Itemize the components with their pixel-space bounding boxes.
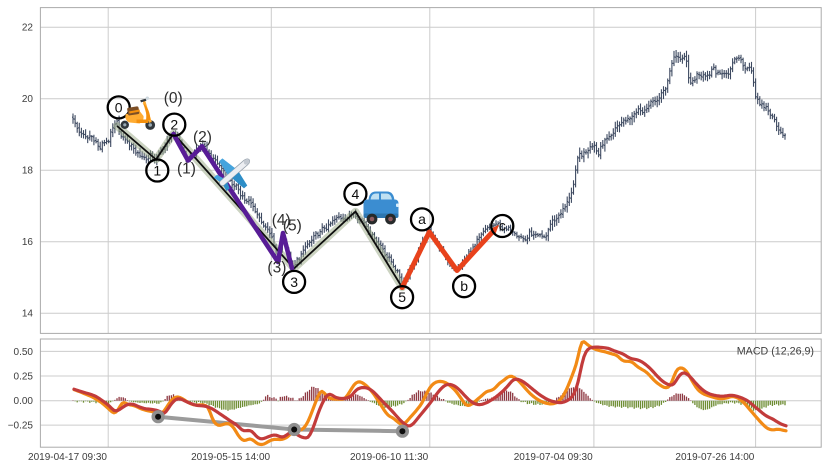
svg-text:2019-07-26 14:00: 2019-07-26 14:00 xyxy=(675,452,754,463)
svg-text:(0): (0) xyxy=(164,90,183,107)
svg-text:0: 0 xyxy=(115,99,123,115)
svg-text:2019-05-15 14:00: 2019-05-15 14:00 xyxy=(191,452,270,463)
svg-text:4: 4 xyxy=(352,186,360,202)
svg-text:2019-07-04 09:30: 2019-07-04 09:30 xyxy=(514,452,593,463)
svg-text:18: 18 xyxy=(22,166,34,177)
svg-text:3: 3 xyxy=(290,274,298,290)
svg-text:a: a xyxy=(418,211,426,227)
svg-text:(4): (4) xyxy=(272,212,291,229)
svg-text:16: 16 xyxy=(22,237,34,248)
svg-text:22: 22 xyxy=(22,23,34,34)
svg-text:(5): (5) xyxy=(283,217,302,234)
svg-text:5: 5 xyxy=(398,289,406,305)
svg-text:0.00: 0.00 xyxy=(14,396,34,407)
svg-text:2019-06-10 11:30: 2019-06-10 11:30 xyxy=(350,452,429,463)
svg-text:−0.25: −0.25 xyxy=(8,421,34,432)
svg-text:2: 2 xyxy=(170,117,178,133)
svg-text:0.50: 0.50 xyxy=(14,347,34,358)
svg-text:20: 20 xyxy=(22,94,34,105)
svg-text:MACD (12,26,9): MACD (12,26,9) xyxy=(737,346,814,358)
svg-text:(1): (1) xyxy=(177,161,196,178)
svg-text:2019-04-17 09:30: 2019-04-17 09:30 xyxy=(28,452,107,463)
svg-text:14: 14 xyxy=(22,309,34,320)
svg-text:(2): (2) xyxy=(193,129,212,146)
svg-text:c: c xyxy=(499,218,506,234)
svg-text:b: b xyxy=(460,278,468,294)
svg-text:0.25: 0.25 xyxy=(14,371,34,382)
svg-text:(3): (3) xyxy=(267,260,286,277)
svg-text:1: 1 xyxy=(153,163,161,179)
